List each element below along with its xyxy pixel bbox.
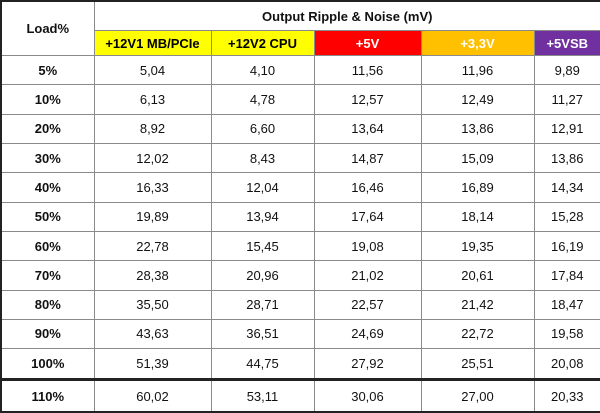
value-cell: 13,86: [533, 142, 600, 174]
header-row: +12V1 MB/PCIe +12V2 CPU +5V +3,3V +5VSB: [1, 30, 600, 56]
value-cell: 20,08: [533, 348, 600, 381]
value-cell: 12,02: [93, 142, 212, 174]
value-cell: 12,57: [313, 84, 422, 115]
value-cell: 18,14: [420, 201, 535, 232]
value-cell: 20,33: [533, 378, 600, 413]
value-cell: 44,75: [210, 348, 315, 381]
value-cell: 6,13: [93, 84, 212, 115]
load-cell: 30%: [0, 142, 95, 174]
table-body: 5% 5,04 4,10 11,56 11,96 9,89 10% 6,13 4,78 12,57…: [0, 54, 600, 413]
value-cell: 30,06: [313, 378, 422, 413]
value-cell: 8,92: [93, 113, 212, 144]
data-row: 40% 16,33 12,04 16,46 16,89 14,34: [0, 172, 600, 203]
data-row: 90% 43,63 36,51 24,69 22,72 19,58: [0, 318, 600, 350]
value-cell: 11,27: [533, 84, 600, 115]
column-header: +12V2 CPU: [210, 30, 315, 56]
value-cell: 13,86: [420, 113, 535, 144]
column-header: +12V1 MB/PCIe: [93, 30, 212, 56]
value-cell: 15,09: [420, 142, 535, 174]
value-cell: 19,35: [420, 230, 535, 262]
value-cell: 21,02: [313, 260, 422, 291]
value-cell: 60,02: [93, 378, 212, 413]
value-cell: 14,34: [533, 172, 600, 203]
value-cell: 15,45: [210, 230, 315, 262]
value-cell: 8,43: [210, 142, 315, 174]
value-cell: 16,89: [420, 172, 535, 203]
data-row: 70% 28,38 20,96 21,02 20,61 17,84: [0, 260, 600, 291]
column-header: +3,3V: [420, 30, 535, 56]
data-row: 80% 35,50 28,71 22,57 21,42 18,47: [0, 289, 600, 320]
load-cell: 40%: [0, 172, 95, 203]
group-header: Output Ripple & Noise (mV): [93, 0, 600, 31]
value-cell: 19,08: [313, 230, 422, 262]
value-cell: 11,56: [313, 54, 422, 86]
value-cell: 4,10: [210, 54, 315, 86]
data-row: 20% 8,92 6,60 13,64 13,86 12,91: [0, 113, 600, 144]
value-cell: 28,38: [93, 260, 212, 291]
value-cell: 21,42: [420, 289, 535, 320]
column-header: +5VSB: [533, 30, 600, 56]
value-cell: 9,89: [533, 54, 600, 86]
load-cell: 5%: [0, 54, 95, 86]
value-cell: 20,96: [210, 260, 315, 291]
value-cell: 43,63: [93, 318, 212, 350]
value-cell: 27,00: [420, 378, 535, 413]
value-cell: 12,49: [420, 84, 535, 115]
load-cell: 10%: [0, 84, 95, 115]
load-cell: 90%: [0, 318, 95, 350]
load-cell: 100%: [0, 348, 95, 381]
value-cell: 16,46: [313, 172, 422, 203]
column-header: +5V: [313, 30, 422, 56]
load-cell: 80%: [0, 289, 95, 320]
header-row: Load% Output Ripple & Noise (mV): [0, 0, 600, 56]
data-row: 100% 51,39 44,75 27,92 25,51 20,08: [0, 348, 600, 381]
value-cell: 12,04: [210, 172, 315, 203]
value-cell: 25,51: [420, 348, 535, 381]
value-cell: 51,39: [93, 348, 212, 381]
value-cell: 12,91: [533, 113, 600, 144]
value-cell: 19,89: [93, 201, 212, 232]
value-cell: 4,78: [210, 84, 315, 115]
value-cell: 35,50: [93, 289, 212, 320]
value-cell: 6,60: [210, 113, 315, 144]
value-cell: 20,61: [420, 260, 535, 291]
corner-header: Load%: [0, 0, 95, 56]
load-cell: 70%: [0, 260, 95, 291]
load-cell: 50%: [0, 201, 95, 232]
data-row: 10% 6,13 4,78 12,57 12,49 11,27: [0, 84, 600, 115]
value-cell: 22,57: [313, 289, 422, 320]
value-cell: 24,69: [313, 318, 422, 350]
value-cell: 28,71: [210, 289, 315, 320]
value-cell: 16,19: [533, 230, 600, 262]
value-cell: 11,96: [420, 54, 535, 86]
data-row: 30% 12,02 8,43 14,87 15,09 13,86: [0, 142, 600, 174]
value-cell: 18,47: [533, 289, 600, 320]
value-cell: 22,72: [420, 318, 535, 350]
data-row: 50% 19,89 13,94 17,64 18,14 15,28: [0, 201, 600, 232]
value-cell: 13,94: [210, 201, 315, 232]
value-cell: 15,28: [533, 201, 600, 232]
load-cell: 20%: [0, 113, 95, 144]
load-cell: 110%: [0, 378, 95, 413]
value-cell: 19,58: [533, 318, 600, 350]
value-cell: 27,92: [313, 348, 422, 381]
value-cell: 17,84: [533, 260, 600, 291]
data-row: 110% 60,02 53,11 30,06 27,00 20,33: [0, 378, 600, 413]
value-cell: 16,33: [93, 172, 212, 203]
value-cell: 14,87: [313, 142, 422, 174]
value-cell: 13,64: [313, 113, 422, 144]
value-cell: 5,04: [93, 54, 212, 86]
value-cell: 53,11: [210, 378, 315, 413]
data-row: 5% 5,04 4,10 11,56 11,96 9,89: [0, 54, 600, 86]
value-cell: 22,78: [93, 230, 212, 262]
value-cell: 36,51: [210, 318, 315, 350]
value-cell: 17,64: [313, 201, 422, 232]
data-row: 60% 22,78 15,45 19,08 19,35 16,19: [0, 230, 600, 262]
load-cell: 60%: [0, 230, 95, 262]
